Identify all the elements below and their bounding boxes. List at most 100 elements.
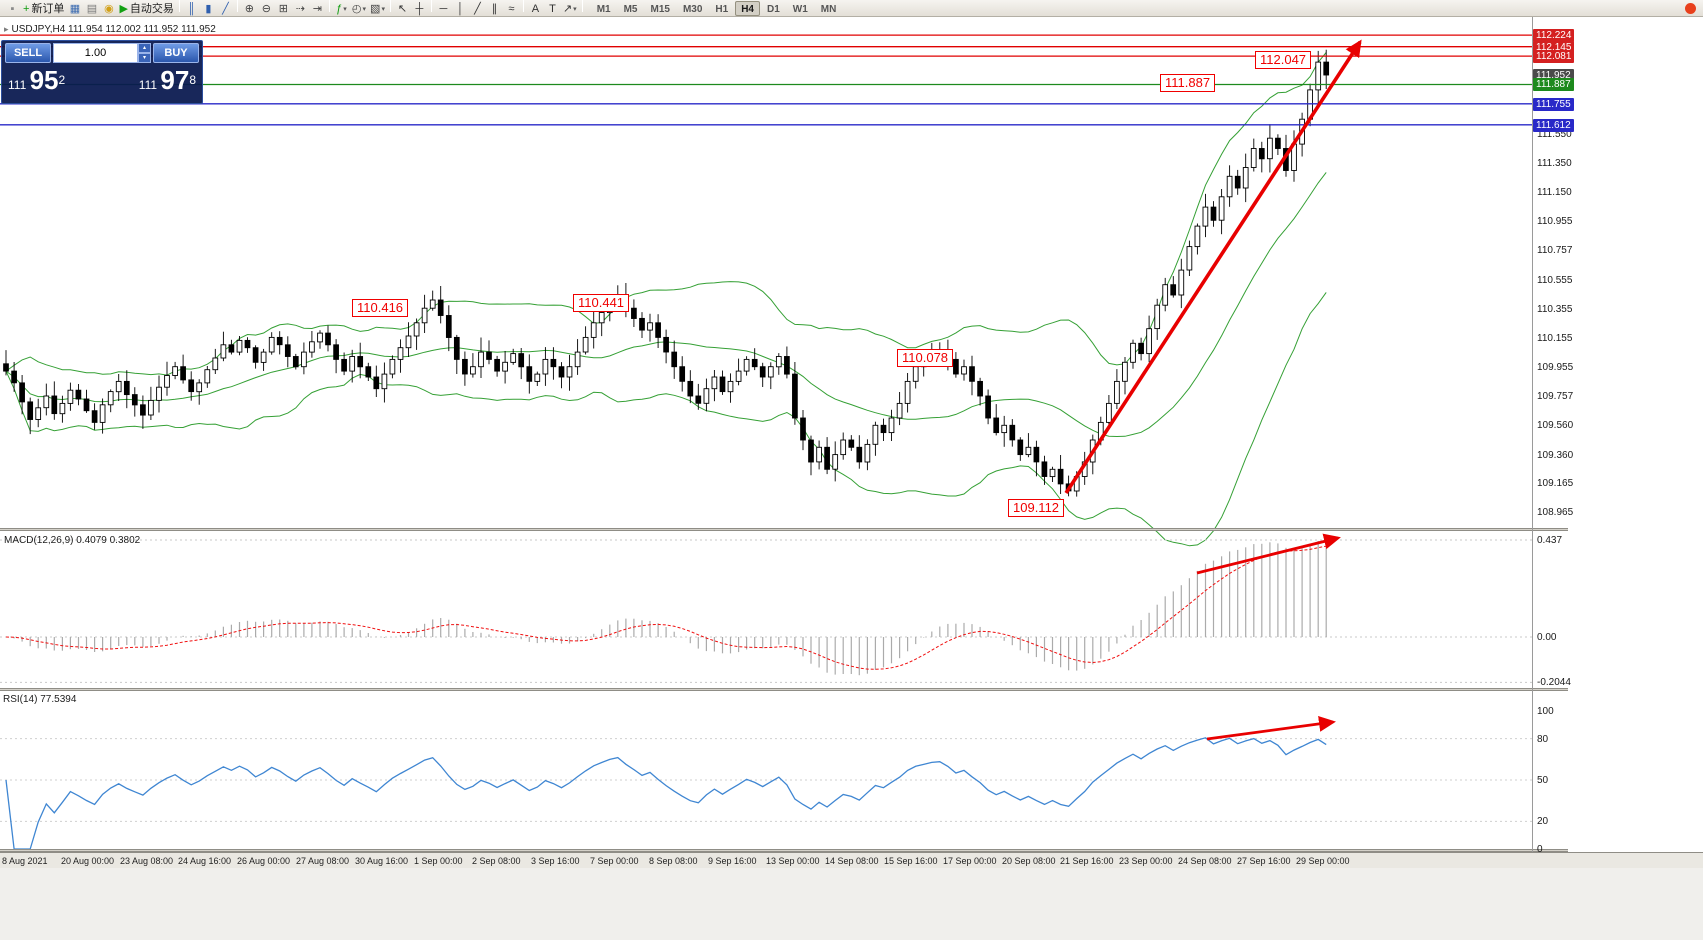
timeframe-h4-button[interactable]: H4 xyxy=(735,0,760,16)
time-label: 8 Aug 2021 xyxy=(2,856,48,866)
symbol-ohlc-line: ▸ USDJPY,H4 111.954 112.002 111.952 111.9… xyxy=(4,24,216,35)
zoom-in-icon: ⊕ xyxy=(244,3,255,15)
toolbar-separator xyxy=(430,0,432,12)
timeframe-m30-button[interactable]: M30 xyxy=(682,3,703,15)
text-label-button[interactable]: T xyxy=(544,2,561,17)
text-button[interactable]: A xyxy=(527,2,544,17)
timeframe-m15-button[interactable]: M15 xyxy=(650,3,670,15)
toolbar-separator xyxy=(178,0,180,12)
time-label: 8 Sep 08:00 xyxy=(649,856,698,866)
vertical-line-button[interactable]: │ xyxy=(452,2,469,17)
candlesticks xyxy=(3,49,1330,497)
periods-button[interactable]: ◴ ▾ xyxy=(350,2,368,17)
timeframe-d1-button[interactable]: D1 xyxy=(767,3,780,15)
buy-price[interactable]: 111 978 xyxy=(139,65,196,96)
text-label-icon: T xyxy=(549,3,556,15)
periods-caret-icon[interactable]: ▾ xyxy=(362,6,367,13)
panel-separator[interactable] xyxy=(0,528,1568,531)
price-scale-divider xyxy=(1532,17,1533,852)
horizontal-line-button[interactable]: ─ xyxy=(435,2,452,17)
auto-scroll-button[interactable]: ⇢ xyxy=(292,2,309,17)
indicators-caret-icon[interactable]: ▾ xyxy=(343,6,347,13)
zoom-out-icon: ⊖ xyxy=(261,3,272,15)
price-annotation-110.441[interactable]: 110.441 xyxy=(573,294,630,312)
trend-arrow-main[interactable] xyxy=(1064,39,1362,494)
new-order-label: 新订单 xyxy=(31,3,65,15)
timeframe-w1-button[interactable]: W1 xyxy=(792,3,808,15)
community-button[interactable]: ◉ xyxy=(100,2,117,17)
trend-arrow-rsi[interactable] xyxy=(1206,715,1336,741)
timeframe-m5-button[interactable]: M5 xyxy=(623,3,638,15)
chart-workspace[interactable]: ▸ USDJPY,H4 111.954 112.002 111.952 111.9… xyxy=(0,17,1703,940)
profiles-icon: ▤ xyxy=(86,3,98,15)
chart-shift-button[interactable]: ⇥ xyxy=(309,2,326,17)
candlestick-chart-button[interactable]: ▮ xyxy=(200,2,217,17)
rsi-tick: 50 xyxy=(1537,775,1549,786)
sell-button[interactable]: SELL xyxy=(5,43,51,63)
panel-separator[interactable] xyxy=(0,849,1568,852)
line-chart-button[interactable]: ╱ xyxy=(217,2,234,17)
new-order-button[interactable]: + 新订单 xyxy=(21,2,66,17)
volume-down-button[interactable]: ▾ xyxy=(138,53,151,63)
bar-chart-icon: ║ xyxy=(187,3,196,15)
bollinger-bands xyxy=(5,52,1327,547)
horizontal-lines[interactable] xyxy=(0,34,1532,126)
rsi-tick: 0 xyxy=(1537,844,1543,855)
periods-icon: ◴ xyxy=(351,3,362,15)
time-label: 27 Sep 16:00 xyxy=(1237,856,1291,866)
arrows-button[interactable]: ↗ ▾ xyxy=(561,2,579,17)
sell-price[interactable]: 111 952 xyxy=(8,65,65,96)
buy-price-prefix: 111 xyxy=(138,78,158,92)
sell-price-sup: 2 xyxy=(58,73,66,87)
trendline-button[interactable]: ╱ xyxy=(469,2,486,17)
chart-window-button[interactable]: ▦ xyxy=(66,2,83,17)
time-axis[interactable]: 8 Aug 2021 20 Aug 00:00 23 Aug 08:00 24 Aug… xyxy=(0,852,1703,868)
price-annotation-109.112[interactable]: 109.112 xyxy=(1008,499,1065,517)
time-label: 20 Aug 00:00 xyxy=(61,856,115,866)
price-annotation-111.887[interactable]: 111.887 xyxy=(1160,74,1216,92)
symbol-ohlc-text: USDJPY,H4 111.954 112.002 111.952 111.95… xyxy=(11,24,216,35)
profiles-button[interactable]: ▤ xyxy=(83,2,100,17)
autotrade-button[interactable]: ▶ 自动交易 xyxy=(117,2,175,17)
time-label: 7 Sep 00:00 xyxy=(590,856,639,866)
tile-windows-button[interactable]: ⊞ xyxy=(275,2,292,17)
volume-up-button[interactable]: ▴ xyxy=(138,43,151,53)
crosshair-button[interactable]: ┼ xyxy=(411,2,428,17)
toolbar-icons: ▪ + 新订单 ▦ ▤ ◉ ▶ 自动交易 ║ ▮ ╱ ⊕ ⊖ ⊞ ⇢ ⇥ ƒ ▾ ◴ ▾ ▧ ▾ ↖ ┼ ─ │ ╱ ∥ ≈ A T ↗ ▾ xyxy=(4,0,586,17)
price-annotation-110.078[interactable]: 110.078 xyxy=(897,349,954,367)
price-annotation-112.047[interactable]: 112.047 xyxy=(1255,51,1312,69)
equidistant-channel-button[interactable]: ∥ xyxy=(486,2,503,17)
bb-lower xyxy=(5,292,1327,547)
cursor-button[interactable]: ↖ xyxy=(394,2,411,17)
time-label: 2 Sep 08:00 xyxy=(472,856,521,866)
price-tag-111.612: 111.612 xyxy=(1533,119,1574,132)
macd-indicator-label: MACD(12,26,9) 0.4079 0.3802 xyxy=(4,535,141,546)
trend-arrow-macd[interactable] xyxy=(1196,533,1341,575)
templates-caret-icon[interactable]: ▾ xyxy=(381,6,385,13)
time-label: 17 Sep 00:00 xyxy=(943,856,997,866)
chart-menu-button[interactable]: ▪ xyxy=(4,2,21,17)
zoom-out-button[interactable]: ⊖ xyxy=(258,2,275,17)
price-tag-111.755: 111.755 xyxy=(1533,98,1574,111)
panel-separator[interactable] xyxy=(0,688,1568,691)
chart-canvas[interactable] xyxy=(0,17,1568,852)
price-annotation-110.416[interactable]: 110.416 xyxy=(352,299,409,317)
zoom-in-button[interactable]: ⊕ xyxy=(241,2,258,17)
timeframe-mn-button[interactable]: MN xyxy=(820,3,837,15)
fibonacci-button[interactable]: ≈ xyxy=(503,2,520,17)
timeframe-h1-button[interactable]: H1 xyxy=(715,3,729,15)
time-label: 20 Sep 08:00 xyxy=(1002,856,1056,866)
notification-icon[interactable] xyxy=(1685,3,1696,14)
timeframe-m1-button[interactable]: M1 xyxy=(596,3,611,15)
time-label: 24 Aug 16:00 xyxy=(178,856,232,866)
indicators-button[interactable]: ƒ ▾ xyxy=(333,2,350,17)
trend-arrows[interactable] xyxy=(1064,39,1362,741)
buy-price-sup: 8 xyxy=(189,73,196,87)
bar-chart-button[interactable]: ║ xyxy=(183,2,200,17)
buy-button[interactable]: BUY xyxy=(153,43,199,63)
templates-icon: ▧ xyxy=(370,3,381,15)
templates-button[interactable]: ▧ ▾ xyxy=(368,2,387,17)
arrows-caret-icon[interactable]: ▾ xyxy=(573,6,577,13)
volume-input[interactable] xyxy=(53,43,138,63)
time-label: 24 Sep 08:00 xyxy=(1178,856,1232,866)
